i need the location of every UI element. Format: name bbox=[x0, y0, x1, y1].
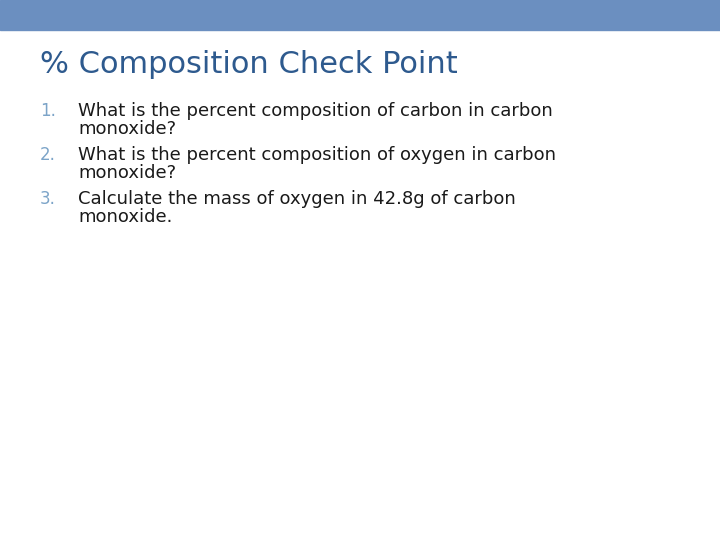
Text: 3.: 3. bbox=[40, 190, 56, 208]
Text: What is the percent composition of carbon in carbon: What is the percent composition of carbo… bbox=[78, 102, 553, 120]
Text: % Composition Check Point: % Composition Check Point bbox=[40, 50, 458, 79]
Text: 1.: 1. bbox=[40, 102, 56, 120]
Text: Calculate the mass of oxygen in 42.8g of carbon: Calculate the mass of oxygen in 42.8g of… bbox=[78, 190, 516, 208]
Text: monoxide?: monoxide? bbox=[78, 164, 176, 182]
Text: What is the percent composition of oxygen in carbon: What is the percent composition of oxyge… bbox=[78, 146, 556, 164]
Bar bbox=[0, 0, 720, 30]
Text: 2.: 2. bbox=[40, 146, 56, 164]
Text: monoxide.: monoxide. bbox=[78, 208, 172, 226]
Text: monoxide?: monoxide? bbox=[78, 120, 176, 138]
